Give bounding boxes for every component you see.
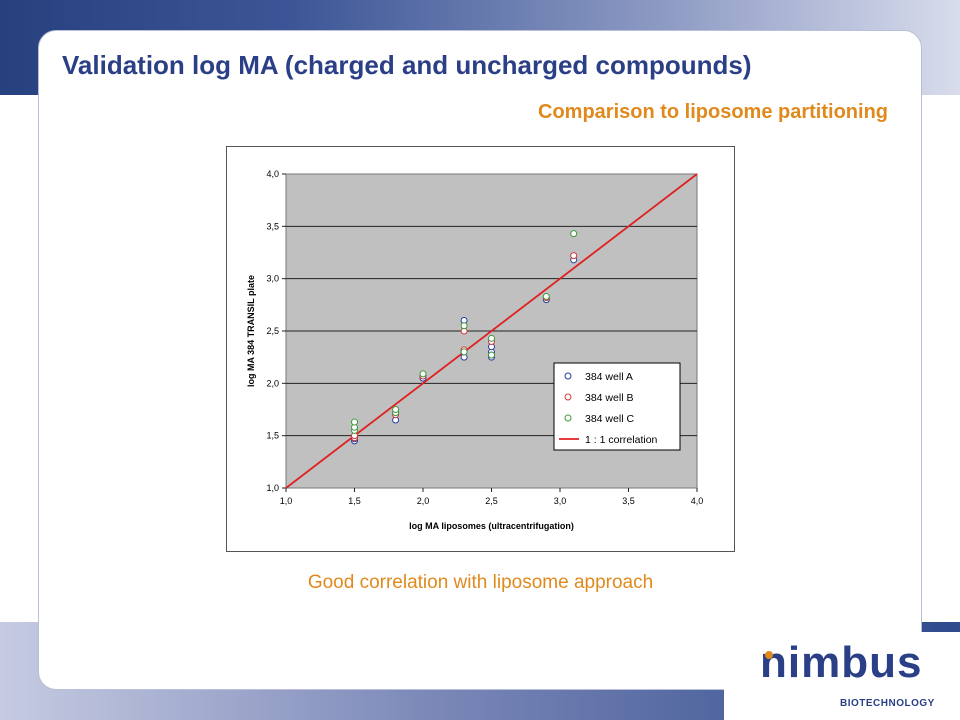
y-tick-label: 1,5 <box>266 431 279 441</box>
data-point <box>392 406 400 413</box>
x-tick-label: 2,0 <box>417 496 430 506</box>
legend-swatch-marker <box>564 393 572 401</box>
legend-swatch-marker <box>564 372 572 380</box>
data-point <box>488 334 495 342</box>
chart-frame: 1,0 1,5 2,0 2,5 3,0 3,5 4,0 1,0 1,5 2,0 2,5 3,0 3,5 4… <box>226 146 735 552</box>
x-tick-label: 3,5 <box>622 496 635 506</box>
data-point <box>542 292 550 300</box>
logo-subtitle: BIOTECHNOLOGY <box>840 698 935 709</box>
y-tick-label: 4,0 <box>266 169 279 179</box>
x-tick-label: 3,0 <box>554 496 567 506</box>
y-tick-label: 2,5 <box>266 326 279 336</box>
data-point <box>419 370 427 378</box>
y-axis-label: log MA 384 TRANSIL plate <box>246 275 256 387</box>
data-point <box>351 418 358 426</box>
x-tick-label: 2,5 <box>485 496 498 506</box>
x-axis-label: log MA liposomes (ultracentrifugation) <box>409 521 574 531</box>
slide-subtitle: Comparison to liposome partitioning <box>538 101 888 123</box>
x-tick-label: 4,0 <box>691 496 704 506</box>
data-point <box>460 348 468 356</box>
x-tick-label: 1,0 <box>280 496 293 506</box>
x-tick-label: 1,5 <box>348 496 361 506</box>
scatter-chart: 1,0 1,5 2,0 2,5 3,0 3,5 4,0 1,0 1,5 2,0 2,5 3,0 3,5 4… <box>246 169 704 531</box>
data-point <box>488 351 495 359</box>
data-point <box>570 230 578 238</box>
data-point <box>460 322 468 330</box>
legend-entry: 1 : 1 correlation <box>585 434 658 446</box>
y-tick-label: 2,0 <box>266 378 279 388</box>
data-point <box>570 252 578 260</box>
y-tick-label: 1,0 <box>266 483 279 493</box>
footer-text: Modern Tools for Drug Discovery <box>64 664 269 679</box>
legend-swatch-marker <box>564 414 572 422</box>
logo-wordmark: nimbus <box>760 638 923 687</box>
logo-accent-dot <box>765 651 773 659</box>
slide-title: Validation log MA (charged and uncharged… <box>62 50 752 80</box>
legend-box <box>553 362 681 451</box>
y-tick-label: 3,0 <box>266 274 279 284</box>
legend-entry: 384 well B <box>585 392 633 404</box>
logo-panel <box>724 632 960 720</box>
legend-entry: 384 well A <box>585 371 633 383</box>
y-tick-label: 3,5 <box>266 221 279 231</box>
chart-caption: Good correlation with liposome approach <box>307 572 654 593</box>
legend-entry: 384 well C <box>585 413 634 425</box>
